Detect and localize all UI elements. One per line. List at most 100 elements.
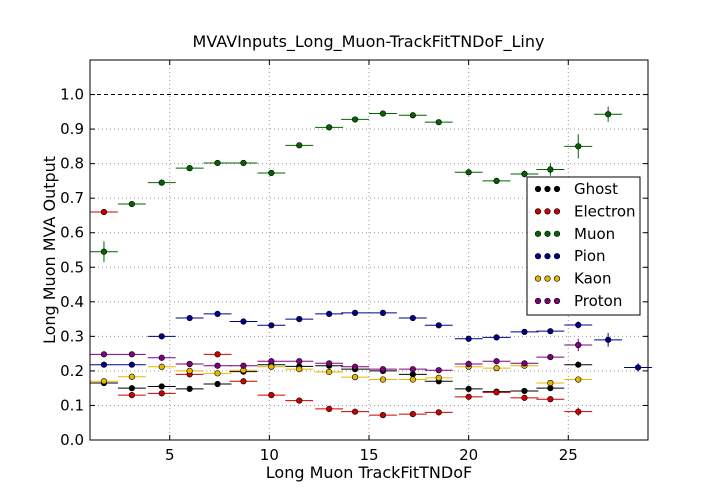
data-point [351, 116, 359, 123]
data-point [465, 393, 472, 400]
legend-box [526, 176, 641, 316]
legend-marker [544, 208, 551, 215]
data-point [240, 378, 247, 385]
data-point [100, 208, 108, 216]
legend-entry-proton: Proton [534, 292, 622, 310]
legend-marker [544, 253, 551, 260]
data-point [547, 328, 554, 335]
data-point [521, 360, 528, 367]
axis-ticks: 5 10 15 20 25 0.0 0.1 0.2 0.3 0.4 0.5 0.6 0.7 0.8 0.9 1… [60, 60, 648, 464]
legend-marker [534, 275, 542, 282]
data-point [493, 334, 500, 341]
data-point [186, 360, 193, 368]
data-point [351, 363, 359, 370]
x-tick-label: 20 [459, 446, 478, 464]
y-tick-label: 0.5 [60, 258, 84, 276]
data-point [240, 318, 247, 325]
legend-marker [553, 208, 561, 215]
data-point [435, 367, 442, 374]
legend-marker [544, 297, 551, 305]
legend-marker [534, 230, 542, 237]
data-point [100, 361, 108, 368]
data-point [158, 179, 165, 186]
data-point [379, 110, 387, 117]
legend-marker [553, 230, 561, 237]
data-point [605, 111, 612, 118]
data-point [268, 358, 275, 365]
data-marks [90, 106, 652, 419]
data-point [186, 314, 193, 322]
data-point [268, 363, 275, 370]
legend-marker [544, 230, 551, 237]
legend-label: Pion [574, 247, 606, 265]
data-point [186, 165, 193, 172]
y-tick-label: 0.0 [60, 431, 84, 449]
data-point [435, 322, 442, 329]
legend-marker [553, 253, 561, 260]
data-point [326, 124, 333, 131]
y-tick-label: 0.7 [60, 189, 84, 207]
data-point [547, 385, 554, 392]
data-point [128, 385, 135, 392]
series-kaon [90, 362, 593, 387]
y-tick-label: 0.4 [60, 293, 84, 311]
legend-entry-electron: Electron [534, 202, 636, 220]
data-point [268, 391, 275, 399]
data-point [268, 322, 275, 329]
data-point [351, 309, 359, 316]
data-point [186, 367, 193, 375]
data-point [326, 310, 333, 318]
legend-entry-pion: Pion [534, 247, 606, 265]
data-point [158, 354, 165, 361]
legend-label: Muon [574, 225, 615, 243]
data-point [435, 374, 442, 381]
data-point [100, 378, 108, 385]
data-point [214, 310, 221, 318]
legend-marker [553, 297, 561, 305]
y-tick-label: 0.8 [60, 155, 84, 173]
data-point [326, 405, 333, 413]
legend-label: Proton [574, 292, 622, 310]
data-point [158, 390, 165, 397]
legend-label: Ghost [574, 180, 618, 198]
data-point [575, 408, 582, 415]
data-point [326, 360, 333, 367]
y-tick-label: 0.3 [60, 327, 84, 345]
data-point [605, 336, 612, 343]
data-point [521, 394, 528, 401]
data-point [465, 335, 472, 342]
data-point [128, 351, 135, 358]
data-point [409, 112, 416, 119]
data-point [575, 321, 582, 329]
y-tick-label: 0.9 [60, 120, 84, 138]
chart-title: MVAVInputs_Long_Muon-TrackFitTNDoF_Liny [193, 32, 545, 52]
data-point [521, 387, 528, 395]
data-point [326, 368, 333, 376]
data-point [409, 314, 416, 322]
series-muon [90, 106, 623, 263]
data-point [575, 341, 582, 349]
data-point [493, 358, 500, 365]
data-point [575, 361, 582, 368]
legend-label: Electron [574, 202, 636, 220]
data-point [268, 169, 275, 177]
series-proton [90, 338, 593, 374]
data-point [296, 358, 303, 365]
data-point [158, 333, 165, 340]
data-point [158, 363, 165, 370]
data-point [240, 362, 247, 369]
data-point [547, 396, 554, 403]
data-point [214, 370, 221, 377]
data-point [296, 142, 303, 149]
data-point [214, 362, 221, 369]
data-point [521, 170, 528, 178]
data-point [435, 119, 442, 126]
x-tick-label: 25 [559, 446, 578, 464]
data-point [296, 315, 303, 323]
legend-marker [553, 275, 561, 282]
series-pion [90, 309, 652, 372]
data-point [575, 143, 582, 150]
data-point [409, 376, 416, 383]
data-point [379, 412, 387, 419]
data-point [493, 389, 500, 396]
